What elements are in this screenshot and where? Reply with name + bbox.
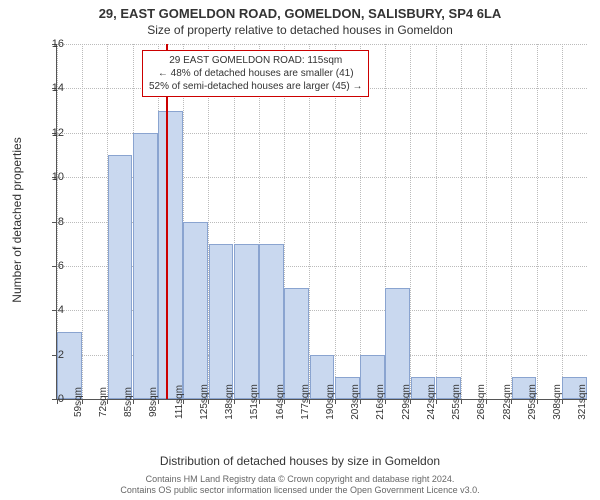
y-tick-label: 8	[34, 216, 64, 228]
x-tick-label: 59sqm	[73, 387, 84, 417]
y-tick-label: 6	[34, 260, 64, 272]
histogram-bar	[108, 155, 133, 399]
plot-area: 29 EAST GOMELDON ROAD: 115sqm← 48% of de…	[56, 44, 587, 400]
x-tick-label: 151sqm	[249, 384, 260, 420]
histogram-bar	[284, 288, 309, 399]
footer: Contains HM Land Registry data © Crown c…	[0, 474, 600, 496]
x-tick-label: 255sqm	[451, 384, 462, 420]
annotation-line: 52% of semi-detached houses are larger (…	[149, 80, 362, 93]
x-tick-label: 125sqm	[199, 384, 210, 420]
histogram-bar	[385, 288, 410, 399]
chart-title-main: 29, EAST GOMELDON ROAD, GOMELDON, SALISB…	[0, 0, 600, 21]
histogram-bar	[133, 133, 158, 399]
y-tick-label: 14	[34, 82, 64, 94]
histogram-bar	[234, 244, 259, 399]
x-tick-label: 72sqm	[98, 387, 109, 417]
x-tick-label: 295sqm	[527, 384, 538, 420]
gridline-v	[562, 44, 563, 399]
x-tick-label: 164sqm	[275, 384, 286, 420]
x-tick-label: 190sqm	[325, 384, 336, 420]
x-tick-label: 85sqm	[123, 387, 134, 417]
y-axis-label: Number of detached properties	[10, 137, 24, 302]
footer-line2: Contains OS public sector information li…	[0, 485, 600, 496]
y-tick-label: 2	[34, 349, 64, 361]
gridline-h	[57, 44, 587, 45]
x-tick-label: 282sqm	[502, 384, 513, 420]
gridline-v	[335, 44, 336, 399]
annotation-line: ← 48% of detached houses are smaller (41…	[149, 67, 362, 80]
x-axis-label: Distribution of detached houses by size …	[0, 454, 600, 468]
footer-line1: Contains HM Land Registry data © Crown c…	[0, 474, 600, 485]
y-tick-label: 0	[34, 393, 64, 405]
x-tick-label: 242sqm	[426, 384, 437, 420]
gridline-v	[486, 44, 487, 399]
gridline-v	[360, 44, 361, 399]
x-tick-label: 203sqm	[350, 384, 361, 420]
histogram-bar	[183, 222, 208, 400]
x-tick-label: 321sqm	[577, 384, 588, 420]
y-tick-label: 12	[34, 127, 64, 139]
gridline-v	[309, 44, 310, 399]
gridline-v	[410, 44, 411, 399]
annotation-box: 29 EAST GOMELDON ROAD: 115sqm← 48% of de…	[142, 50, 369, 97]
marker-line	[166, 44, 168, 399]
chart-container: 29, EAST GOMELDON ROAD, GOMELDON, SALISB…	[0, 0, 600, 500]
x-tick-label: 308sqm	[552, 384, 563, 420]
x-tick-label: 216sqm	[375, 384, 386, 420]
x-tick-label: 138sqm	[224, 384, 235, 420]
gridline-v	[461, 44, 462, 399]
y-tick-label: 4	[34, 304, 64, 316]
x-tick-label: 177sqm	[300, 384, 311, 420]
gridline-v	[511, 44, 512, 399]
x-tick-label: 229sqm	[401, 384, 412, 420]
y-tick-label: 10	[34, 171, 64, 183]
gridline-v	[82, 44, 83, 399]
gridline-v	[537, 44, 538, 399]
gridline-v	[436, 44, 437, 399]
histogram-bar	[259, 244, 284, 399]
y-tick-label: 16	[34, 38, 64, 50]
chart-title-sub: Size of property relative to detached ho…	[0, 21, 600, 37]
x-tick-label: 98sqm	[148, 387, 159, 417]
histogram-bar	[209, 244, 234, 399]
x-tick-label: 268sqm	[476, 384, 487, 420]
x-tick-label: 111sqm	[174, 385, 185, 419]
histogram-bar	[158, 111, 183, 399]
annotation-line: 29 EAST GOMELDON ROAD: 115sqm	[149, 54, 362, 67]
